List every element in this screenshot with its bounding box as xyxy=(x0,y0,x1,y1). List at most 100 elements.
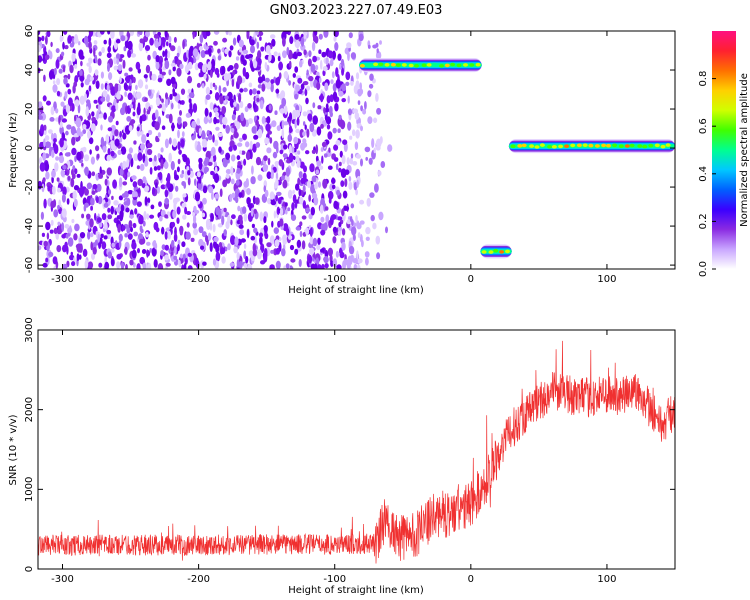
spectrogram-noise-mark xyxy=(132,111,136,117)
spectrogram-noise-mark xyxy=(122,132,127,140)
spectrogram-noise-mark xyxy=(265,45,271,54)
spectrogram-noise-mark xyxy=(148,106,151,112)
spectrogram-noise-mark xyxy=(297,77,303,84)
spectrogram-noise-mark xyxy=(316,244,321,251)
spectrogram-noise-mark xyxy=(138,41,143,52)
spectrogram-noise-mark xyxy=(228,146,233,152)
spectrogram-noise-mark xyxy=(364,146,371,153)
spectrogram-noise-mark xyxy=(59,34,63,43)
spectrogram-noise-mark xyxy=(76,173,81,178)
spectrogram-noise-mark xyxy=(105,94,110,103)
spectrogram-peak-mark xyxy=(547,145,553,149)
spectrogram-frame xyxy=(37,30,676,270)
spectrogram-noise-mark xyxy=(338,221,342,228)
spectrogram-noise-mark xyxy=(343,206,350,211)
spectrogram-noise-mark xyxy=(137,31,143,35)
spectrogram-noise-mark xyxy=(238,261,243,269)
spectrogram-noise-mark xyxy=(52,256,58,265)
spectrogram-noise-mark xyxy=(284,202,288,207)
spectrogram-noise-mark xyxy=(145,155,148,164)
spectrogram-noise-mark xyxy=(124,39,129,49)
spectrogram-noise-mark xyxy=(240,150,246,155)
spectrogram-noise-mark xyxy=(107,62,110,72)
spectrogram-noise-mark xyxy=(333,200,338,209)
spectrogram-noise-mark xyxy=(62,65,66,73)
spectrogram-noise-mark xyxy=(225,152,231,160)
spectrogram-noise-mark xyxy=(229,98,235,108)
spectrogram-noise-mark xyxy=(149,167,153,175)
spectrogram-noise-mark xyxy=(97,233,100,243)
spectrogram-noise-mark xyxy=(166,172,171,183)
spectrogram-noise-mark xyxy=(103,235,108,240)
spectrogram-noise-mark xyxy=(62,164,67,170)
spectrogram-noise-mark xyxy=(335,139,341,146)
spectrogram-noise-mark xyxy=(298,188,302,197)
spectrogram-noise-mark xyxy=(208,186,214,194)
spectrogram-noise-mark xyxy=(304,124,307,130)
spectrogram-noise-mark xyxy=(118,57,123,62)
spectrogram-noise-mark xyxy=(376,48,379,54)
spectrogram-noise-mark xyxy=(79,75,85,82)
spectrogram-noise-mark xyxy=(346,261,351,269)
spectrogram-noise-mark xyxy=(319,59,323,70)
colorbar-gradient xyxy=(712,31,736,269)
spectrogram-noise-mark xyxy=(122,181,128,186)
spectrogram-noise-mark xyxy=(158,171,163,181)
spectrogram-noise-mark xyxy=(88,57,93,62)
spectrogram-noise-mark xyxy=(113,56,117,65)
spectrogram-noise-mark xyxy=(203,43,207,50)
spectrogram-noise-mark xyxy=(380,161,386,168)
spectrogram-noise-mark xyxy=(58,208,62,215)
spectrogram-noise-mark xyxy=(71,136,76,146)
spectrogram-noise-mark xyxy=(238,192,243,198)
spectrogram-noise-mark xyxy=(120,146,127,155)
spectrogram-noise-mark xyxy=(348,245,355,255)
spectrogram-noise-mark xyxy=(266,147,272,154)
spectrogram-noise-mark xyxy=(142,220,146,227)
spectrogram-noise-mark xyxy=(52,185,56,195)
spectrogram-noise-mark xyxy=(100,124,103,131)
spectrogram-noise-mark xyxy=(45,221,51,231)
spectrogram-noise-mark xyxy=(116,253,122,260)
spectrogram-noise-mark xyxy=(40,124,45,134)
snr-ylabel: SNR (10 * v/v) xyxy=(8,414,19,485)
spectrogram-noise-mark xyxy=(355,215,358,223)
spectrogram-noise-mark xyxy=(117,149,122,155)
spectrogram-noise-mark xyxy=(335,163,339,171)
spectrogram-noise-mark xyxy=(45,35,48,45)
spectrogram-noise-mark xyxy=(357,88,363,97)
colorbar-label: Normalized spectral amplitude xyxy=(739,73,750,227)
spectrogram-noise-mark xyxy=(119,131,122,138)
spectrogram-noise-mark xyxy=(180,100,185,105)
spectrogram-noise-mark xyxy=(379,40,382,45)
spectrogram-noise-mark xyxy=(309,227,313,237)
spectrogram-noise-mark xyxy=(229,262,235,267)
spectrogram-noise-mark xyxy=(303,121,306,126)
spectrogram-noise-mark xyxy=(323,222,328,231)
spectrogram-noise-mark xyxy=(67,97,73,107)
spectrogram-noise-mark xyxy=(100,136,105,147)
spectrogram-noise-mark xyxy=(56,187,61,193)
spectrogram-noise-mark xyxy=(84,259,89,269)
spectrogram-peak-mark xyxy=(612,143,618,148)
spectrogram-noise-mark xyxy=(285,227,290,236)
spectrogram-noise-mark xyxy=(265,123,271,132)
spectrogram-noise-mark xyxy=(263,155,268,162)
spectrogram-noise-mark xyxy=(294,119,297,129)
spectrogram-noise-mark xyxy=(215,243,220,253)
spectrogram-noise-mark xyxy=(263,216,267,224)
spectrogram-noise-mark xyxy=(288,144,292,155)
spectrogram-noise-mark xyxy=(89,76,94,82)
spectrogram-noise-mark xyxy=(79,55,85,60)
spectrogram-ytick-label: 20 xyxy=(24,103,35,116)
spectrogram-noise-mark xyxy=(136,126,140,132)
spectrogram-noise-mark xyxy=(177,158,181,165)
spectrogram-noise-mark xyxy=(206,130,210,135)
spectrogram-noise-mark xyxy=(164,98,169,108)
spectrogram-noise-mark xyxy=(214,67,220,76)
spectrogram-noise-mark xyxy=(179,225,184,234)
spectrogram-noise-mark xyxy=(144,45,151,51)
spectrogram-ylabel: Frequency (Hz) xyxy=(8,112,19,188)
spectrogram-peak-mark xyxy=(481,250,487,254)
spectrogram-noise-mark xyxy=(282,50,287,59)
